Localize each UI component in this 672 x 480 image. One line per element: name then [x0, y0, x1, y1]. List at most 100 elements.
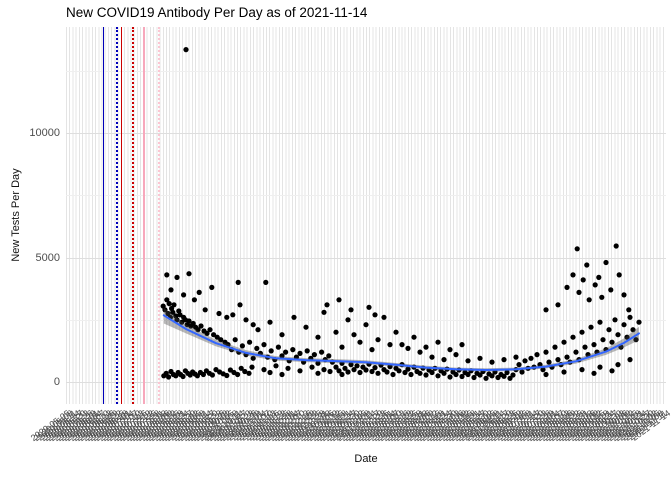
x-tick-label: 2021-09-12 [560, 408, 605, 444]
x-tick-label: 2021-03-07 [357, 408, 401, 444]
x-tick-label: 2021-05-18 [435, 408, 479, 444]
scatter-point [501, 373, 507, 379]
x-tick-label: 2020-10-20 [209, 408, 253, 444]
scatter-point [564, 354, 570, 360]
scatter-point [336, 297, 342, 303]
gridline-major [66, 257, 666, 259]
scatter-point [351, 332, 357, 338]
scatter-point [304, 348, 310, 354]
scatter-point [190, 320, 196, 327]
x-tick-label: 2021-01-06 [293, 408, 337, 444]
x-tick-label: 2021-09-03 [551, 408, 595, 444]
scatter-point [195, 327, 201, 333]
x-tick-label: 2020-11-28 [251, 408, 295, 443]
x-tick-label: 2020-12-19 [273, 408, 318, 444]
x-tick-label: 2021-02-26 [348, 408, 392, 444]
scatter-point [372, 365, 378, 371]
scatter-point [242, 368, 248, 375]
scatter-point [232, 337, 238, 343]
x-tick-label: 2020-12-22 [277, 408, 321, 444]
scatter-point [396, 368, 402, 374]
scatter-point [513, 354, 519, 360]
x-tick-label: 2020-09-23 [180, 408, 224, 444]
scatter-point [311, 352, 317, 358]
x-tick-label: 2021-03-19 [370, 408, 414, 444]
scatter-point [435, 373, 441, 379]
x-tick-label: 2021-10-06 [586, 408, 630, 444]
x-tick-label: 2020-12-28 [283, 408, 327, 444]
scatter-point [573, 349, 579, 355]
x-tick-label: 2021-10-30 [612, 408, 656, 444]
scatter-point [507, 375, 513, 381]
chart-title: New COVID19 Antibody Per Day as of 2021-… [66, 5, 368, 20]
scatter-point [283, 349, 289, 355]
scatter-point [315, 370, 321, 376]
scatter-point [546, 359, 552, 365]
x-tick-label: 2020-11-01 [222, 408, 266, 443]
x-tick-label: 2021-05-06 [422, 408, 466, 444]
scatter-point [408, 371, 414, 378]
x-tick-label: 2020-08-03 [125, 408, 169, 444]
scatter-point [186, 318, 192, 324]
x-tick-label: 2021-01-21 [309, 408, 353, 444]
scatter-point [351, 367, 357, 373]
scatter-point [586, 297, 592, 303]
scatter-point [626, 307, 632, 313]
y-tick-label: 0 [53, 376, 60, 388]
x-tick-label: 2021-04-06 [390, 408, 434, 444]
scatter-point [196, 289, 202, 295]
x-tick-label: 2020-12-07 [260, 408, 305, 444]
scatter-point [238, 365, 244, 371]
x-tick-label: 2020-12-01 [254, 408, 298, 444]
scatter-point [279, 371, 285, 378]
x-tick-label: 2021-04-30 [415, 408, 459, 444]
scatter-point [363, 367, 369, 373]
x-tick-label: 2021-03-25 [377, 408, 421, 444]
scatter-point [603, 259, 609, 266]
scatter-point [224, 314, 230, 320]
scatter-point [615, 362, 621, 368]
x-tick-label: 2021-02-08 [328, 408, 372, 444]
scatter-point [180, 373, 186, 380]
scatter-point [599, 294, 605, 300]
x-tick-label: 2021-03-04 [354, 408, 398, 444]
x-tick-label: 2021-08-10 [525, 408, 569, 444]
scatter-point [447, 374, 453, 380]
scatter-point [417, 370, 423, 376]
x-tick-label: 2020-05-08 [31, 408, 76, 444]
y-tick-label: 10000 [29, 127, 60, 139]
scatter-point [570, 334, 576, 340]
x-tick-label: 2020-06-04 [60, 408, 105, 444]
x-tick-label: 2020-09-29 [186, 408, 230, 444]
x-tick-label: 2021-11-02 [616, 408, 659, 443]
scatter-point [181, 292, 187, 298]
scatter-point [613, 243, 619, 249]
scatter-point [471, 374, 477, 381]
scatter-point [477, 372, 483, 378]
x-tick-label: 2021-07-23 [506, 408, 550, 444]
scatter-point [393, 329, 399, 335]
x-tick-label: 2020-10-14 [202, 408, 247, 444]
x-tick-label: 2020-10-26 [215, 408, 259, 444]
scatter-point [597, 364, 603, 370]
scatter-point [621, 292, 627, 298]
scatter-point [564, 284, 570, 290]
x-tick-label: 2020-12-25 [280, 408, 324, 444]
scatter-point [164, 272, 170, 278]
x-tick-label: 2021-08-13 [528, 408, 572, 444]
x-tick-label: 2020-12-04 [257, 408, 301, 444]
scatter-point [204, 330, 210, 336]
x-tick-label: 2020-07-31 [122, 408, 166, 444]
x-tick-label: 2021-03-31 [383, 408, 427, 444]
scatter-point [345, 369, 351, 375]
x-tick-label: 2021-02-14 [335, 408, 379, 444]
x-tick-label: 2021-04-15 [399, 408, 443, 444]
scatter-point [354, 363, 360, 369]
scatter-point [319, 349, 325, 355]
x-tick-label: 2021-08-16 [531, 408, 576, 444]
scatter-point [200, 371, 206, 378]
scatter-point [309, 364, 315, 370]
scatter-point [477, 355, 483, 361]
scatter-point [183, 47, 189, 53]
scatter-point [441, 357, 447, 363]
